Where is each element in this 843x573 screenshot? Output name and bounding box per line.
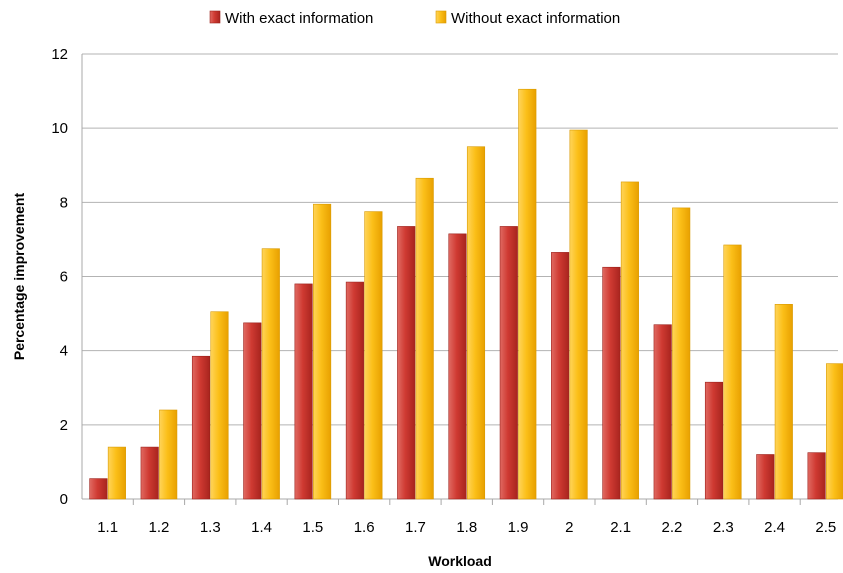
bar-without-exact-information xyxy=(210,311,229,500)
y-tick-label: 10 xyxy=(51,120,68,137)
y-axis-title: Percentage improvement xyxy=(11,193,27,361)
x-axis-ticks: 1.1 1.2 1.3 1.4 1.5 1.6 1.7 1.8 1.9 2 2.1 2.2 2.3 2.4… xyxy=(97,499,836,536)
bar-without-exact-information xyxy=(774,304,793,500)
legend-swatch-without-exact-information xyxy=(435,10,447,24)
x-tick-label: 2.1 xyxy=(610,519,631,536)
y-axis-ticks: 0 2 4 6 8 10 12 xyxy=(51,46,68,508)
legend-label: With exact information xyxy=(225,10,373,27)
x-tick-label: 2.2 xyxy=(662,519,683,536)
y-tick-label: 2 xyxy=(60,417,68,434)
bar-with-exact-information xyxy=(551,252,570,500)
bar-without-exact-information xyxy=(159,409,178,500)
bar-without-exact-information xyxy=(518,88,537,500)
bar-without-exact-information xyxy=(672,207,691,500)
bar-with-exact-information xyxy=(89,478,108,500)
bar-with-exact-information xyxy=(397,226,416,500)
bar-without-exact-information xyxy=(569,129,588,500)
bar-without-exact-information xyxy=(261,248,280,500)
legend-label: Without exact information xyxy=(451,10,620,27)
bar-with-exact-information xyxy=(704,381,724,500)
x-tick-label: 1.1 xyxy=(97,519,118,536)
y-tick-label: 4 xyxy=(60,343,68,360)
bar-without-exact-information xyxy=(313,203,332,500)
x-tick-label: 2.5 xyxy=(815,519,836,536)
bar-without-exact-information xyxy=(107,446,126,500)
y-tick-label: 12 xyxy=(51,46,68,63)
x-tick-label: 1.8 xyxy=(456,519,477,536)
legend-swatch-with-exact-information xyxy=(209,10,221,24)
bar-with-exact-information xyxy=(448,233,467,500)
bar-with-exact-information xyxy=(294,283,313,500)
bar-with-exact-information xyxy=(653,324,672,500)
x-axis-title: Workload xyxy=(428,553,492,569)
bar-without-exact-information xyxy=(466,146,486,500)
x-tick-label: 2.4 xyxy=(764,519,785,536)
y-tick-label: 6 xyxy=(60,269,68,286)
y-tick-label: 8 xyxy=(60,194,68,211)
bar-with-exact-information xyxy=(345,281,364,500)
bar-without-exact-information xyxy=(415,177,434,500)
bar-with-exact-information xyxy=(602,266,621,500)
x-tick-label: 1.5 xyxy=(302,519,323,536)
x-tick-label: 1.4 xyxy=(251,519,272,536)
bar-with-exact-information xyxy=(756,454,775,500)
bar-with-exact-information xyxy=(243,322,262,500)
bar-without-exact-information xyxy=(364,211,383,500)
legend: With exact information Without exact info… xyxy=(209,10,620,27)
x-tick-label: 2 xyxy=(565,519,573,536)
x-tick-label: 1.6 xyxy=(354,519,375,536)
bar-with-exact-information xyxy=(807,452,826,500)
bar-without-exact-information xyxy=(620,181,639,500)
y-tick-label: 0 xyxy=(60,491,68,508)
bar-without-exact-information xyxy=(723,244,742,500)
x-tick-label: 1.2 xyxy=(149,519,170,536)
x-tick-label: 1.9 xyxy=(508,519,529,536)
x-tick-label: 2.3 xyxy=(713,519,734,536)
bar-with-exact-information xyxy=(140,446,159,500)
bars xyxy=(89,88,843,500)
x-tick-label: 1.7 xyxy=(405,519,426,536)
x-tick-label: 1.3 xyxy=(200,519,221,536)
bar-without-exact-information xyxy=(826,363,843,500)
bar-with-exact-information xyxy=(191,355,211,500)
bar-with-exact-information xyxy=(499,226,518,500)
